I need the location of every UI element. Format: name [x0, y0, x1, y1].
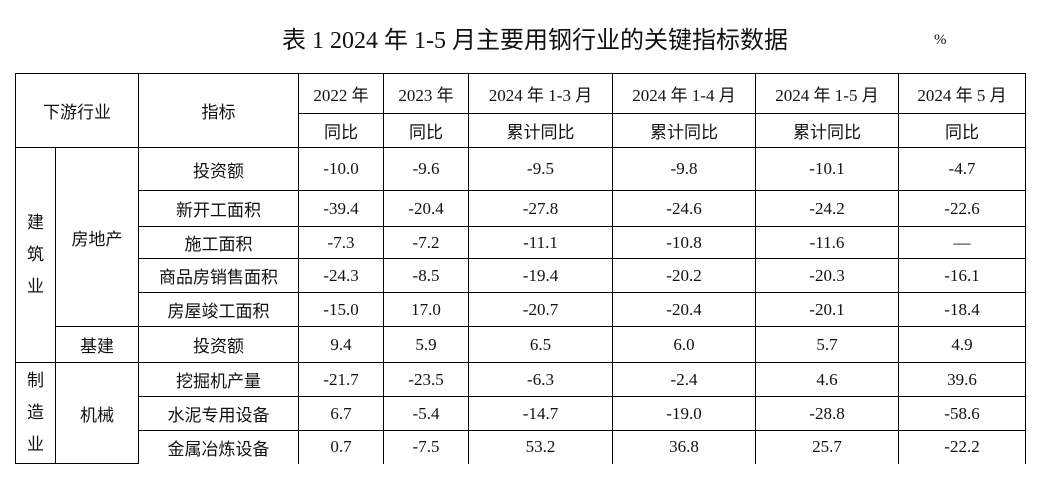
data-row: 建筑业房地产 投资额 -10.0 -9.6 -9.5 -9.8 -10.1 -4.7 [15, 147, 1026, 363]
data-table: 下游行业 指标 2022 年 2023 年 2024 年 1-3 月 2024 年 1-4… [15, 73, 1026, 464]
indicator-cell: 新开工面积 [138, 190, 299, 227]
subgroup-cell: 基建 [55, 326, 139, 363]
value-cell: -15.0 [298, 292, 384, 327]
value-cell: -7.2 [383, 226, 469, 259]
header-cell: 累计同比 [612, 113, 756, 148]
header-row: 同比 同比 累计同比 累计同比 累计同比 同比 [16, 113, 1026, 148]
value-cell: -10.0 [298, 147, 384, 191]
header-cell: 同比 [898, 113, 1026, 148]
value-cell: -7.5 [383, 430, 469, 464]
unit-label: % [934, 32, 947, 48]
value-cell: -21.7 [298, 362, 384, 397]
indicator-cell: 水泥专用设备 [138, 396, 299, 431]
header-cell: 同比 [298, 113, 384, 148]
value-cell: 53.2 [468, 430, 613, 464]
value-cell: -14.7 [468, 396, 613, 431]
value-cell: -11.1 [468, 226, 613, 259]
value-cell: 4.9 [898, 326, 1026, 363]
value-cell: 6.7 [298, 396, 384, 431]
data-row: 制造业机械 挖掘机产量 -21.7 -23.5 -6.3 -2.4 4.6 39.6 [15, 362, 1026, 464]
indicator-cell: 挖掘机产量 [138, 362, 299, 397]
data-row: 房屋竣工面积 -15.0 17.0 -20.7 -20.4 -20.1 -18.4 [16, 292, 1026, 327]
value-cell: -27.8 [468, 190, 613, 227]
indicator-cell: 施工面积 [138, 226, 299, 259]
value-cell: 9.4 [298, 326, 384, 363]
data-row: 施工面积 -7.3 -7.2 -11.1 -10.8 -11.6— [16, 226, 1026, 259]
group-cell: 制造业 [15, 362, 56, 464]
value-cell: -24.2 [755, 190, 899, 227]
value-cell: -24.6 [612, 190, 756, 227]
value-cell: 17.0 [383, 292, 469, 327]
value-cell: -6.3 [468, 362, 613, 397]
value-cell: -20.4 [612, 292, 756, 327]
value-cell: 0.7 [298, 430, 384, 464]
value-cell: -8.5 [383, 258, 469, 293]
subgroup-cell: 房地产 [55, 147, 139, 327]
value-cell: -39.4 [298, 190, 384, 227]
value-cell: 6.5 [468, 326, 613, 363]
data-row: 新开工面积 -39.4 -20.4 -27.8 -24.6 -24.2 -22.6 [16, 190, 1026, 227]
indicator-cell: 金属冶炼设备 [138, 430, 299, 464]
value-cell: -16.1 [898, 258, 1026, 293]
header-cell: 指标 [138, 73, 299, 148]
value-cell: 5.7 [755, 326, 899, 363]
value-cell: -20.1 [755, 292, 899, 327]
value-cell: 6.0 [612, 326, 756, 363]
value-cell: 39.6 [898, 362, 1026, 397]
value-cell: -18.4 [898, 292, 1026, 327]
value-cell: -28.8 [755, 396, 899, 431]
header-cell: 2024 年 5 月 [898, 73, 1026, 114]
value-cell: — [898, 226, 1026, 259]
value-cell: -5.4 [383, 396, 469, 431]
value-cell: -20.3 [755, 258, 899, 293]
value-cell: -19.0 [612, 396, 756, 431]
header-cell: 2024 年 1-5 月 [755, 73, 899, 114]
value-cell: -11.6 [755, 226, 899, 259]
subgroup-cell: 机械 [55, 362, 139, 464]
header-cell: 下游行业 [15, 73, 139, 148]
indicator-cell: 投资额 [138, 326, 299, 363]
value-cell: -9.6 [383, 147, 469, 191]
header-cell: 2024 年 1-3 月 [468, 73, 613, 114]
value-cell: -23.5 [383, 362, 469, 397]
value-cell: -2.4 [612, 362, 756, 397]
group-label: 建筑业 [27, 213, 44, 296]
header-cell: 同比 [383, 113, 469, 148]
header-cell: 2022 年 [298, 73, 384, 114]
value-cell: -58.6 [898, 396, 1026, 431]
header-cell: 2024 年 1-4 月 [612, 73, 756, 114]
value-cell: -4.7 [898, 147, 1026, 191]
data-row: 商品房销售面积 -24.3 -8.5 -19.4 -20.2 -20.3 -16.1 [16, 258, 1026, 293]
group-label: 制造业 [27, 371, 44, 454]
value-cell: -9.8 [612, 147, 756, 191]
indicator-cell: 投资额 [138, 147, 299, 191]
indicator-cell: 商品房销售面积 [138, 258, 299, 293]
value-cell: -19.4 [468, 258, 613, 293]
value-cell: -10.1 [755, 147, 899, 191]
header-cell: 累计同比 [755, 113, 899, 148]
indicator-cell: 房屋竣工面积 [138, 292, 299, 327]
data-row: 水泥专用设备 6.7 -5.4 -14.7 -19.0 -28.8 -58.6 [16, 396, 1026, 431]
value-cell: -20.4 [383, 190, 469, 227]
value-cell: 5.9 [383, 326, 469, 363]
value-cell: -10.8 [612, 226, 756, 259]
data-row: 金属冶炼设备 0.7 -7.5 53.2 36.8 25.7 -22.2 [16, 430, 1026, 464]
value-cell: -9.5 [468, 147, 613, 191]
header-row: 下游行业 指标 2022 年 2023 年 2024 年 1-3 月 2024 年 1-4… [15, 73, 1026, 148]
value-cell: -22.2 [898, 430, 1026, 464]
data-row: 基建 投资额 9.4 5.9 6.5 6.0 5.7 4.9 [16, 326, 1026, 363]
value-cell: -22.6 [898, 190, 1026, 227]
value-cell: 36.8 [612, 430, 756, 464]
value-cell: -20.7 [468, 292, 613, 327]
value-cell: -20.2 [612, 258, 756, 293]
value-cell: 4.6 [755, 362, 899, 397]
value-cell: 25.7 [755, 430, 899, 464]
group-cell: 建筑业 [15, 147, 56, 363]
table-title: 表 1 2024 年 1-5 月主要用钢行业的关键指标数据 [282, 28, 788, 54]
value-cell: -7.3 [298, 226, 384, 259]
value-cell: -24.3 [298, 258, 384, 293]
header-cell: 2023 年 [383, 73, 469, 114]
header-cell: 累计同比 [468, 113, 613, 148]
